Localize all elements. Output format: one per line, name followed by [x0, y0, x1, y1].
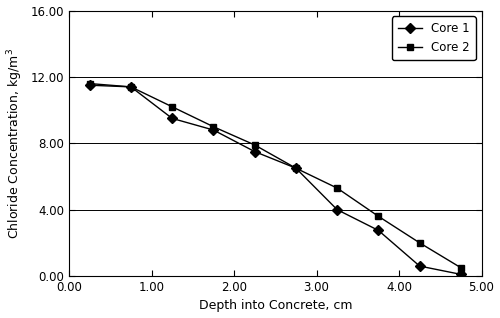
Core 1: [169, 116, 175, 120]
Core 1: [334, 208, 340, 211]
Core 2: [86, 82, 92, 86]
Line: Core 1: Core 1: [86, 82, 465, 278]
Core 1: [458, 273, 464, 276]
Core 1: [252, 150, 258, 154]
X-axis label: Depth into Concrete, cm: Depth into Concrete, cm: [198, 300, 352, 313]
Legend: Core 1, Core 2: Core 1, Core 2: [392, 17, 475, 60]
Core 2: [334, 186, 340, 190]
Core 2: [376, 214, 382, 218]
Core 1: [128, 85, 134, 89]
Core 1: [293, 166, 299, 170]
Core 2: [458, 266, 464, 270]
Core 2: [128, 85, 134, 89]
Core 2: [252, 143, 258, 147]
Line: Core 2: Core 2: [86, 80, 465, 271]
Y-axis label: Chloride Concentration, kg/m$^{3}$: Chloride Concentration, kg/m$^{3}$: [6, 48, 25, 239]
Core 2: [210, 125, 216, 128]
Core 2: [293, 166, 299, 170]
Core 1: [416, 264, 422, 268]
Core 1: [86, 83, 92, 87]
Core 2: [416, 241, 422, 245]
Core 1: [210, 128, 216, 132]
Core 2: [169, 105, 175, 109]
Core 1: [376, 229, 382, 232]
